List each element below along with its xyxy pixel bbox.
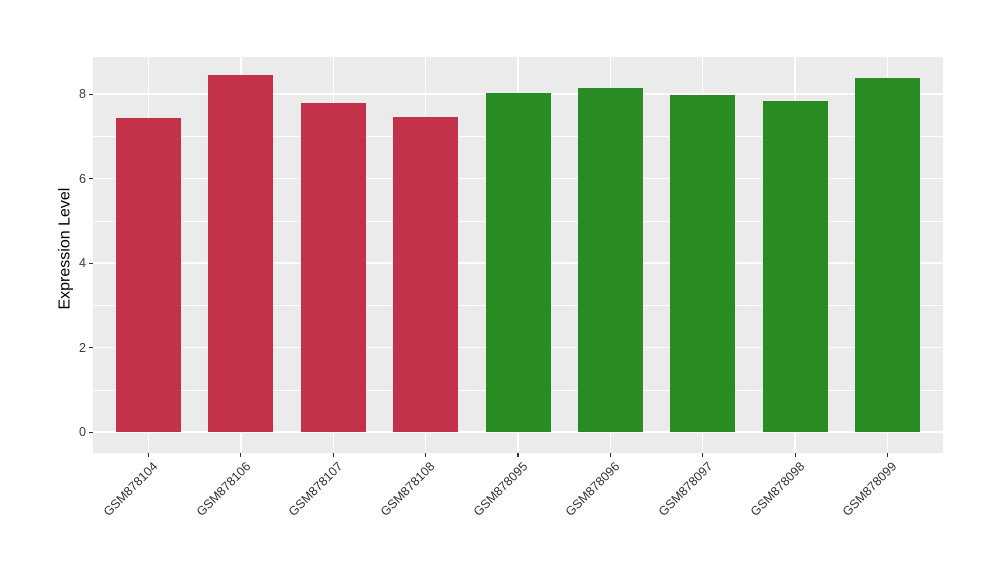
y-tick-mark bbox=[89, 347, 93, 349]
y-tick-mark bbox=[89, 93, 93, 95]
x-tick-mark bbox=[332, 453, 334, 457]
bar-GSM878097 bbox=[670, 94, 736, 432]
x-tick-mark bbox=[702, 453, 704, 457]
x-tick-mark bbox=[240, 453, 242, 457]
bar-GSM878098 bbox=[762, 100, 828, 432]
x-tick-label: GSM878108 bbox=[378, 459, 438, 519]
bar-GSM878104 bbox=[115, 118, 181, 432]
y-tick-label: 4 bbox=[79, 256, 86, 270]
x-tick-label: GSM878106 bbox=[193, 459, 254, 519]
x-tick-label: GSM878095 bbox=[470, 459, 531, 519]
bar-GSM878108 bbox=[393, 116, 459, 432]
x-tick-mark bbox=[794, 453, 796, 457]
x-tick-mark bbox=[425, 453, 427, 457]
x-tick-label: GSM878097 bbox=[655, 459, 715, 519]
bar-GSM878096 bbox=[577, 88, 643, 432]
x-tick-label: GSM878104 bbox=[101, 459, 161, 519]
x-tick-label: GSM878098 bbox=[747, 459, 808, 519]
plot-panel bbox=[93, 57, 943, 453]
x-tick-mark bbox=[609, 453, 611, 457]
y-tick-label: 2 bbox=[79, 340, 86, 355]
x-tick-label: GSM878096 bbox=[563, 459, 623, 519]
x-tick-label: GSM878107 bbox=[285, 459, 346, 519]
x-tick-mark bbox=[517, 453, 519, 457]
bar-GSM878107 bbox=[300, 103, 366, 432]
x-tick-mark bbox=[147, 453, 150, 457]
bar-GSM878099 bbox=[855, 77, 921, 432]
y-tick-mark bbox=[89, 431, 93, 433]
x-tick-mark bbox=[886, 453, 889, 457]
y-tick-label: 6 bbox=[79, 171, 86, 186]
x-tick-label: GSM878099 bbox=[840, 459, 900, 519]
y-tick-mark bbox=[89, 178, 93, 180]
bar-GSM878095 bbox=[485, 92, 551, 432]
bar-GSM878106 bbox=[208, 74, 274, 432]
y-tick-label: 8 bbox=[79, 87, 86, 101]
y-tick-label: 0 bbox=[79, 425, 86, 439]
y-tick-mark bbox=[89, 262, 93, 264]
